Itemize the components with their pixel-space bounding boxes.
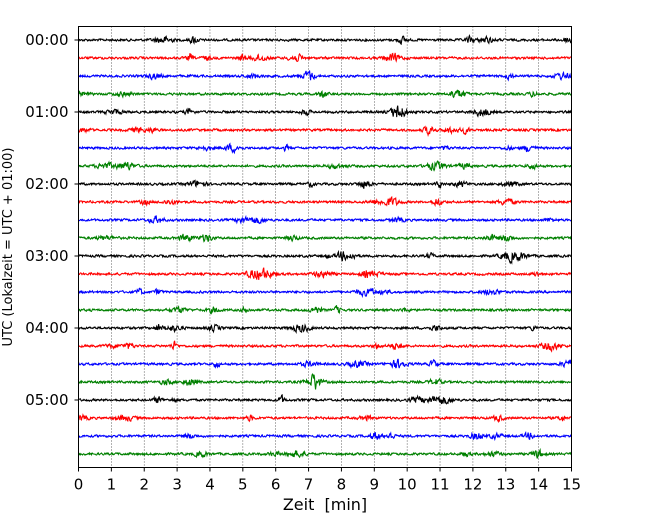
trace-line — [78, 393, 572, 405]
x-tick-label: 2 — [139, 476, 149, 494]
trace-line — [78, 287, 572, 299]
y-tick-label: 04:00 — [25, 319, 68, 337]
x-tick-label: 13 — [496, 476, 515, 494]
y-axis-label: UTC (Lokalzeit = UTC + 01:00) — [1, 148, 16, 347]
trace-line — [78, 249, 572, 265]
x-tick-label: 0 — [74, 476, 84, 494]
trace-line — [78, 413, 572, 424]
trace-line — [78, 430, 572, 442]
y-tick-label: 00:00 — [25, 31, 68, 49]
y-tick-label: 02:00 — [25, 175, 68, 193]
trace-line — [78, 160, 573, 172]
trace-line — [77, 70, 572, 82]
trace-line — [78, 340, 572, 353]
x-axis-label: Zeit [min] — [283, 495, 367, 514]
y-tick-label: 05:00 — [25, 391, 68, 409]
trace-line — [78, 447, 572, 459]
trace-line — [78, 142, 572, 155]
x-tick-label: 6 — [271, 476, 281, 494]
trace-line — [77, 89, 573, 99]
trace-line — [78, 214, 572, 225]
trace-line — [78, 233, 572, 243]
x-tick-label: 1 — [107, 476, 117, 494]
trace-line — [77, 358, 573, 369]
trace-line — [78, 52, 572, 63]
y-tick-label: 03:00 — [25, 247, 68, 265]
x-axis-ticks: 0 1 2 3 4 5 6 7 8 9 10 11 12 13 14 15 — [74, 467, 581, 494]
x-tick-label: 3 — [172, 476, 182, 494]
x-tick-label: 9 — [370, 476, 380, 494]
trace-line — [78, 195, 572, 208]
trace-line — [78, 33, 572, 46]
trace-line — [78, 323, 572, 334]
trace-line — [78, 179, 572, 189]
y-tick-label: 01:00 — [25, 103, 68, 121]
trace-line — [78, 305, 572, 315]
x-tick-label: 15 — [562, 476, 581, 494]
x-tick-label: 10 — [398, 476, 417, 494]
x-tick-label: 7 — [304, 476, 314, 494]
y-axis-ticks: 00:00 01:00 02:00 03:00 04:00 05:00 — [25, 31, 79, 409]
plot-frame — [78, 26, 572, 468]
x-tick-label: 11 — [430, 476, 449, 494]
trace-line — [78, 125, 573, 137]
trace-line — [78, 105, 572, 118]
x-tick-label: 14 — [529, 476, 548, 494]
trace-line — [78, 373, 572, 390]
x-tick-label: 5 — [238, 476, 248, 494]
seismic-traces — [77, 33, 573, 459]
x-tick-label: 12 — [463, 476, 482, 494]
trace-line — [78, 267, 572, 280]
x-tick-label: 4 — [205, 476, 215, 494]
x-tick-label: 8 — [337, 476, 347, 494]
